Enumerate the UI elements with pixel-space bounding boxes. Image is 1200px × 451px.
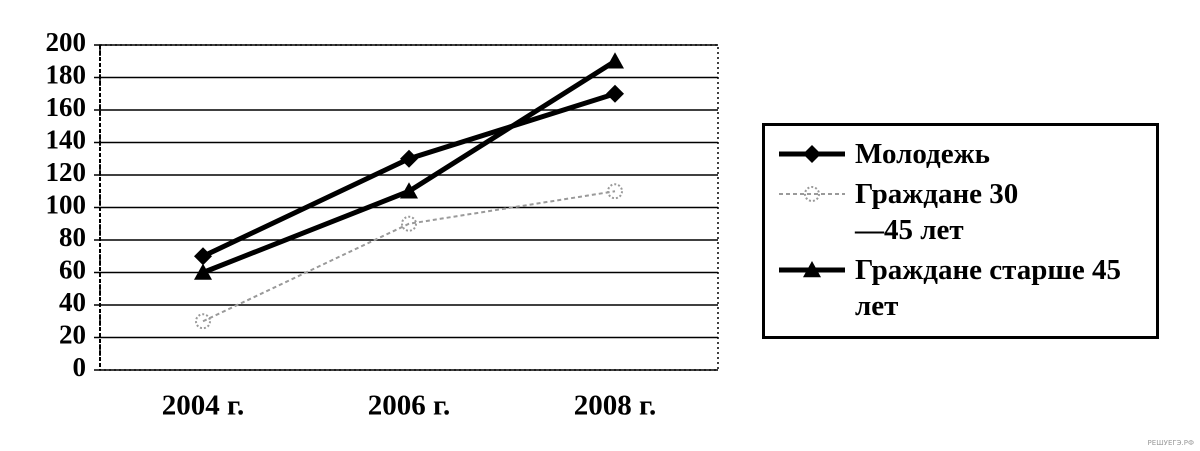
marker xyxy=(607,183,623,200)
marker xyxy=(194,263,212,280)
y-tick-label: 20 xyxy=(59,320,86,350)
y-tick-label: 200 xyxy=(46,27,87,57)
x-tick-label: 2004 г. xyxy=(162,390,244,422)
legend-icon xyxy=(779,186,845,202)
y-tick-label: 120 xyxy=(46,157,87,187)
marker xyxy=(401,215,417,232)
y-tick-label: 160 xyxy=(46,92,87,122)
marker xyxy=(400,182,418,199)
marker xyxy=(606,52,624,69)
marker xyxy=(804,186,820,202)
y-tick-label: 80 xyxy=(59,222,86,252)
watermark: РЕШУЕГЭ.РФ xyxy=(1147,439,1194,447)
legend-label: Молодежь xyxy=(855,138,990,170)
x-tick-label: 2008 г. xyxy=(574,390,656,422)
y-tick-label: 140 xyxy=(46,125,87,155)
y-tick-label: 100 xyxy=(46,190,87,220)
legend-entry: Граждане старше 45 лет xyxy=(777,252,1148,324)
marker xyxy=(606,84,624,103)
legend-entry: Молодежь xyxy=(777,136,1148,172)
marker xyxy=(803,145,821,163)
y-tick-label: 40 xyxy=(59,287,86,317)
y-tick-label: 0 xyxy=(73,352,87,382)
series-line xyxy=(202,190,616,323)
legend-label: Граждане 30—45 лет xyxy=(855,178,1019,246)
legend-icon xyxy=(779,145,845,163)
x-tick-label: 2006 г. xyxy=(368,390,450,422)
legend-label: Граждане старше 45 лет xyxy=(855,254,1121,322)
marker xyxy=(803,261,821,278)
marker xyxy=(194,247,212,266)
y-tick-label: 180 xyxy=(46,60,87,90)
legend-icon xyxy=(779,261,845,278)
legend-entry: Граждане 30—45 лет xyxy=(777,176,1148,248)
marker xyxy=(400,149,418,168)
marker xyxy=(195,313,211,330)
plot-border xyxy=(99,44,719,371)
y-tick-label: 60 xyxy=(59,255,86,285)
legend: Молодежь Граждане 30—45 лет Граждане старш… xyxy=(762,123,1159,339)
